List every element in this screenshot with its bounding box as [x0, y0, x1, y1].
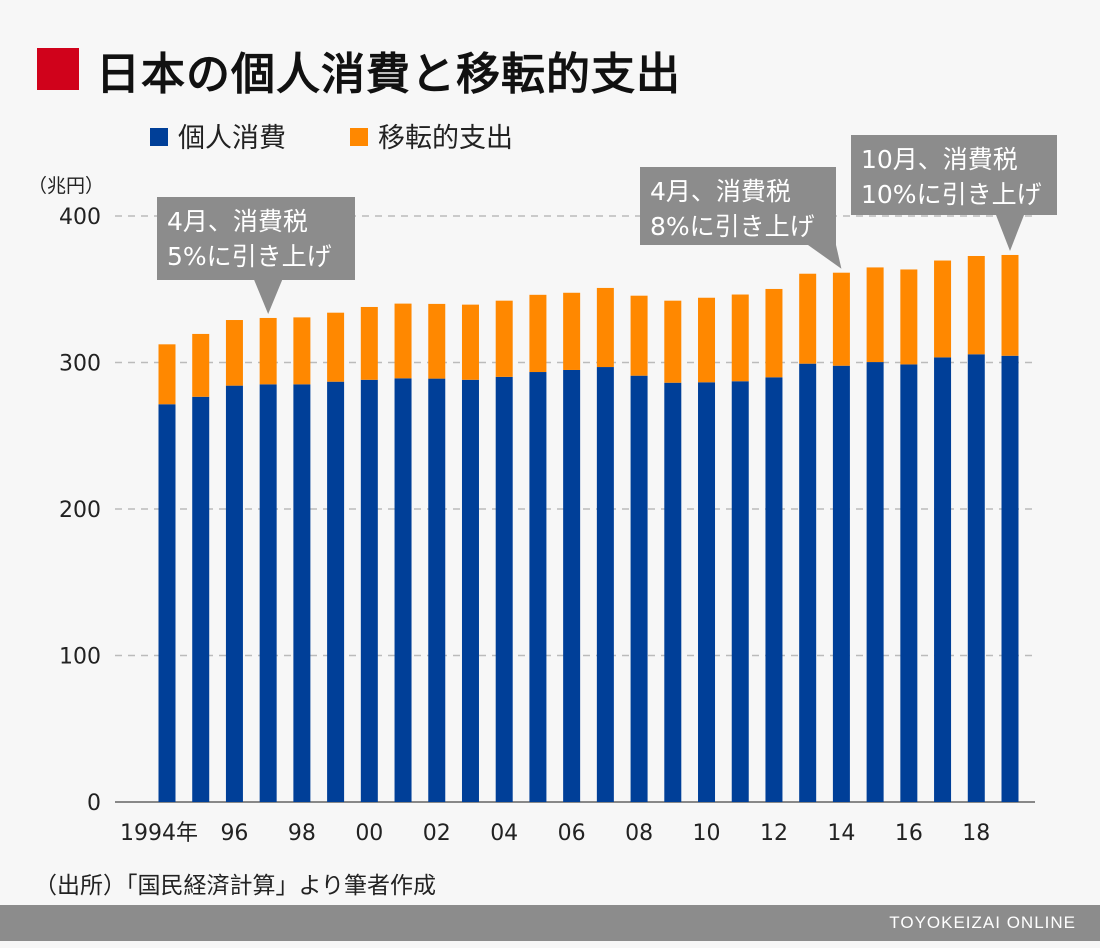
- bar-transfer-2005: [529, 294, 547, 373]
- bar-transfer-2013: [799, 273, 817, 364]
- annotation-text: 4月、消費税: [650, 177, 791, 206]
- bar-transfer-2008: [630, 295, 648, 376]
- bar-transfer-2002: [428, 303, 446, 379]
- x-tick-label: 08: [625, 821, 653, 846]
- x-tick-label: 18: [962, 821, 990, 846]
- annotation-text: 10月、消費税: [861, 145, 1018, 174]
- bar-consumption-2000: [360, 379, 378, 802]
- bar-consumption-2016: [900, 364, 918, 802]
- footer-band: TOYOKEIZAI ONLINE: [0, 905, 1100, 941]
- x-tick-label: 96: [220, 821, 248, 846]
- bar-transfer-1995: [192, 333, 210, 397]
- bar-transfer-2009: [664, 300, 682, 383]
- y-tick-label: 400: [59, 205, 101, 230]
- bar-consumption-2013: [799, 363, 817, 802]
- bar-transfer-2004: [495, 300, 513, 377]
- bar-transfer-2018: [967, 255, 985, 355]
- annotation-box: [157, 197, 355, 280]
- bar-transfer-1994: [158, 344, 176, 405]
- x-tick-label: 04: [490, 821, 518, 846]
- bar-consumption-2017: [934, 357, 952, 802]
- bar-consumption-2002: [428, 378, 446, 802]
- bar-consumption-2015: [866, 362, 884, 802]
- bar-consumption-2014: [832, 365, 850, 802]
- bar-transfer-2001: [394, 303, 412, 379]
- bar-transfer-2000: [360, 306, 378, 380]
- legend-label: 移転的支出: [378, 123, 513, 154]
- bar-consumption-2006: [563, 369, 581, 802]
- stacked-bar-chart: 個人消費 移転的支出 （兆円） 0 100 200 300 400 1994年 96 98 00 02 0…: [28, 123, 1057, 846]
- x-tick-label: 16: [895, 821, 923, 846]
- bar-consumption-2008: [630, 375, 648, 802]
- x-tick-label: 00: [355, 821, 383, 846]
- bar-consumption-2019: [1001, 355, 1019, 802]
- annotation-text: 4月、消費税: [167, 207, 308, 236]
- source-note: （出所）「国民経済計算」より筆者作成: [34, 873, 437, 899]
- bar-transfer-1996: [225, 320, 243, 386]
- bar-transfer-2003: [461, 304, 479, 380]
- y-tick-label: 0: [87, 791, 101, 816]
- bar-consumption-2001: [394, 378, 412, 802]
- annotation-pointer: [808, 245, 842, 269]
- y-axis-unit: （兆円）: [28, 175, 104, 197]
- bar-consumption-2004: [495, 376, 513, 802]
- bar-transfer-1997: [259, 317, 277, 385]
- annotation-text: 5%に引き上げ: [167, 242, 332, 271]
- bar-transfer-1999: [327, 312, 345, 382]
- bar-consumption-1999: [327, 381, 345, 802]
- bar-consumption-2009: [664, 382, 682, 802]
- x-tick-label: 14: [827, 821, 855, 846]
- bar-transfer-2016: [900, 269, 918, 365]
- bar-transfer-1998: [293, 317, 311, 385]
- annotation-pointer: [254, 280, 283, 314]
- y-tick-label: 100: [59, 645, 101, 670]
- annotation-text: 8%に引き上げ: [650, 212, 815, 241]
- bar-transfer-2012: [765, 288, 783, 378]
- bar-consumption-1998: [293, 384, 311, 802]
- bar-transfer-2017: [934, 260, 952, 358]
- bar-consumption-1997: [259, 384, 277, 802]
- legend-swatch: [350, 128, 368, 146]
- x-tick-label: 06: [558, 821, 586, 846]
- legend-label: 個人消費: [178, 123, 286, 154]
- bar-consumption-1994: [158, 404, 176, 802]
- x-tick-label: 1994年: [120, 821, 198, 846]
- bar-consumption-2011: [731, 381, 749, 802]
- bar-consumption-2018: [967, 354, 985, 802]
- annotation-box: [851, 135, 1057, 215]
- bar-transfer-2011: [731, 294, 749, 382]
- bar-transfer-2006: [563, 292, 581, 370]
- bar-consumption-2007: [596, 367, 614, 802]
- annotation-box: [640, 167, 836, 245]
- x-tick-label: 10: [693, 821, 721, 846]
- footer-brand: TOYOKEIZAI ONLINE: [889, 913, 1076, 932]
- bar-transfer-2010: [698, 297, 716, 383]
- bar-transfer-2014: [832, 272, 850, 366]
- bar-consumption-1996: [225, 385, 243, 802]
- bar-consumption-2010: [698, 382, 716, 802]
- bar-transfer-2007: [596, 287, 614, 368]
- x-tick-label: 98: [288, 821, 316, 846]
- legend-swatch: [150, 128, 168, 146]
- bar-transfer-2015: [866, 267, 884, 363]
- annotation-pointer: [996, 215, 1024, 251]
- x-tick-label: 12: [760, 821, 788, 846]
- bar-consumption-2005: [529, 372, 547, 802]
- bar-consumption-2012: [765, 377, 783, 802]
- y-tick-label: 300: [59, 352, 101, 377]
- y-tick-label: 200: [59, 498, 101, 523]
- bar-consumption-1995: [192, 396, 210, 802]
- annotation-text: 10%に引き上げ: [861, 180, 1042, 209]
- chart-title: 日本の個人消費と移転的支出: [96, 49, 681, 100]
- title-marker: [37, 48, 79, 90]
- x-tick-label: 02: [423, 821, 451, 846]
- bar-consumption-2003: [461, 379, 479, 802]
- bar-transfer-2019: [1001, 254, 1019, 356]
